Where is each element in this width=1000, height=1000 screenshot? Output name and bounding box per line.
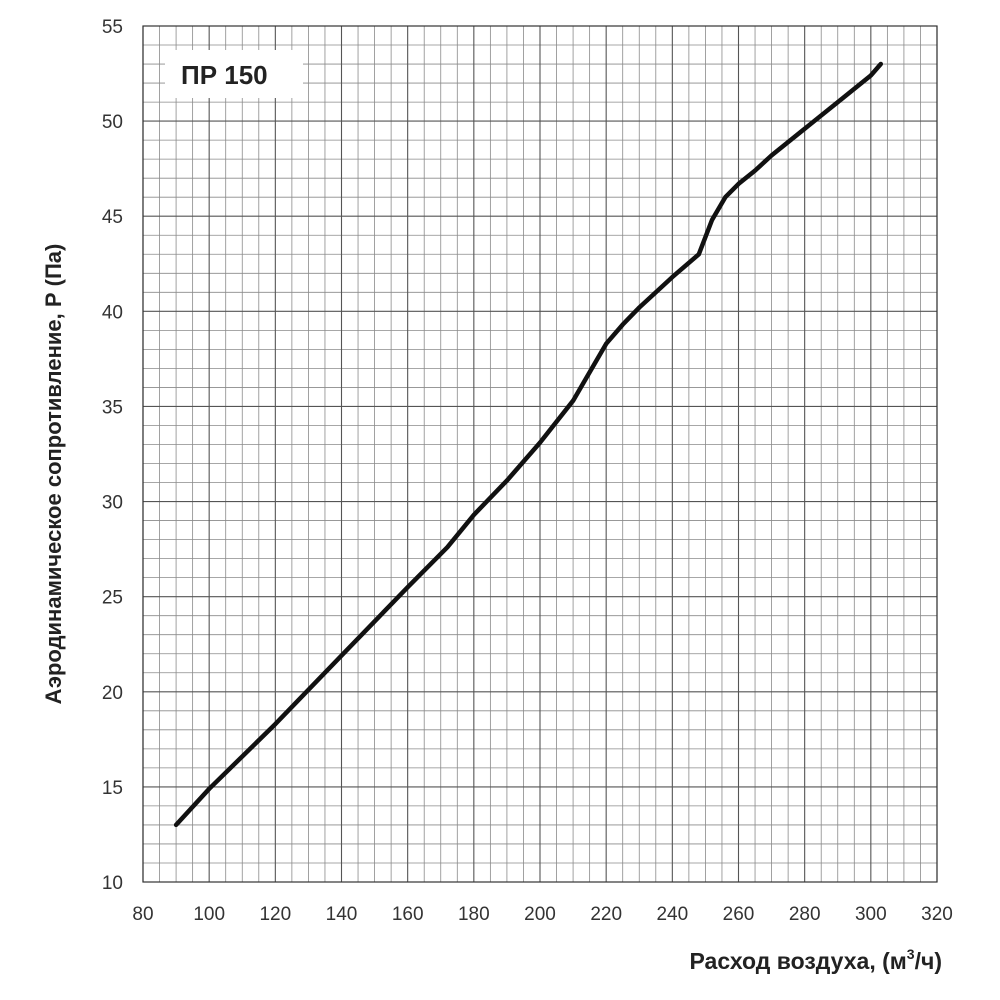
y-tick-label: 30 <box>102 493 123 514</box>
x-tick-label: 260 <box>723 904 755 925</box>
x-axis-title-sup: 3 <box>906 946 915 962</box>
y-tick-labels: 10 15 20 25 30 35 40 45 50 55 <box>102 17 123 894</box>
y-tick-label: 55 <box>102 17 123 38</box>
grid-major <box>142 25 938 883</box>
series-layer <box>173 61 884 828</box>
y-tick-label: 20 <box>102 683 123 704</box>
x-tick-label: 100 <box>193 904 225 925</box>
x-tick-labels: 80 100 120 140 160 180 200 220 240 260 280 300 320 <box>132 904 952 925</box>
x-tick-label: 240 <box>656 904 688 925</box>
x-tick-label: 180 <box>458 904 490 925</box>
y-tick-label: 50 <box>102 112 123 133</box>
x-tick-label: 220 <box>590 904 622 925</box>
legend-label: ПР 150 <box>181 60 268 90</box>
y-tick-label: 15 <box>102 778 123 799</box>
y-tick-label: 35 <box>102 397 123 418</box>
x-tick-label: 160 <box>392 904 424 925</box>
y-axis-title: Аэродинамическое сопротивление, Р (Па) <box>41 244 66 705</box>
y-tick-label: 10 <box>102 873 123 894</box>
y-tick-label: 40 <box>102 302 123 323</box>
x-tick-label: 300 <box>855 904 887 925</box>
x-tick-label: 200 <box>524 904 556 925</box>
x-tick-label: 140 <box>326 904 358 925</box>
x-axis-title-main: Расход воздуха, (м <box>689 948 907 974</box>
x-axis-title: Расход воздуха, (м3/ч) <box>689 946 942 975</box>
legend-box <box>165 50 303 98</box>
x-axis-title-suffix: /ч) <box>914 948 942 974</box>
plot-frame <box>142 25 938 883</box>
y-tick-label: 45 <box>102 207 123 228</box>
series-line <box>173 61 884 828</box>
x-tick-label: 80 <box>132 904 153 925</box>
x-tick-label: 120 <box>259 904 291 925</box>
legend: ПР 150 <box>165 50 303 98</box>
x-tick-label: 320 <box>921 904 953 925</box>
x-tick-label: 280 <box>789 904 821 925</box>
y-tick-label: 25 <box>102 588 123 609</box>
